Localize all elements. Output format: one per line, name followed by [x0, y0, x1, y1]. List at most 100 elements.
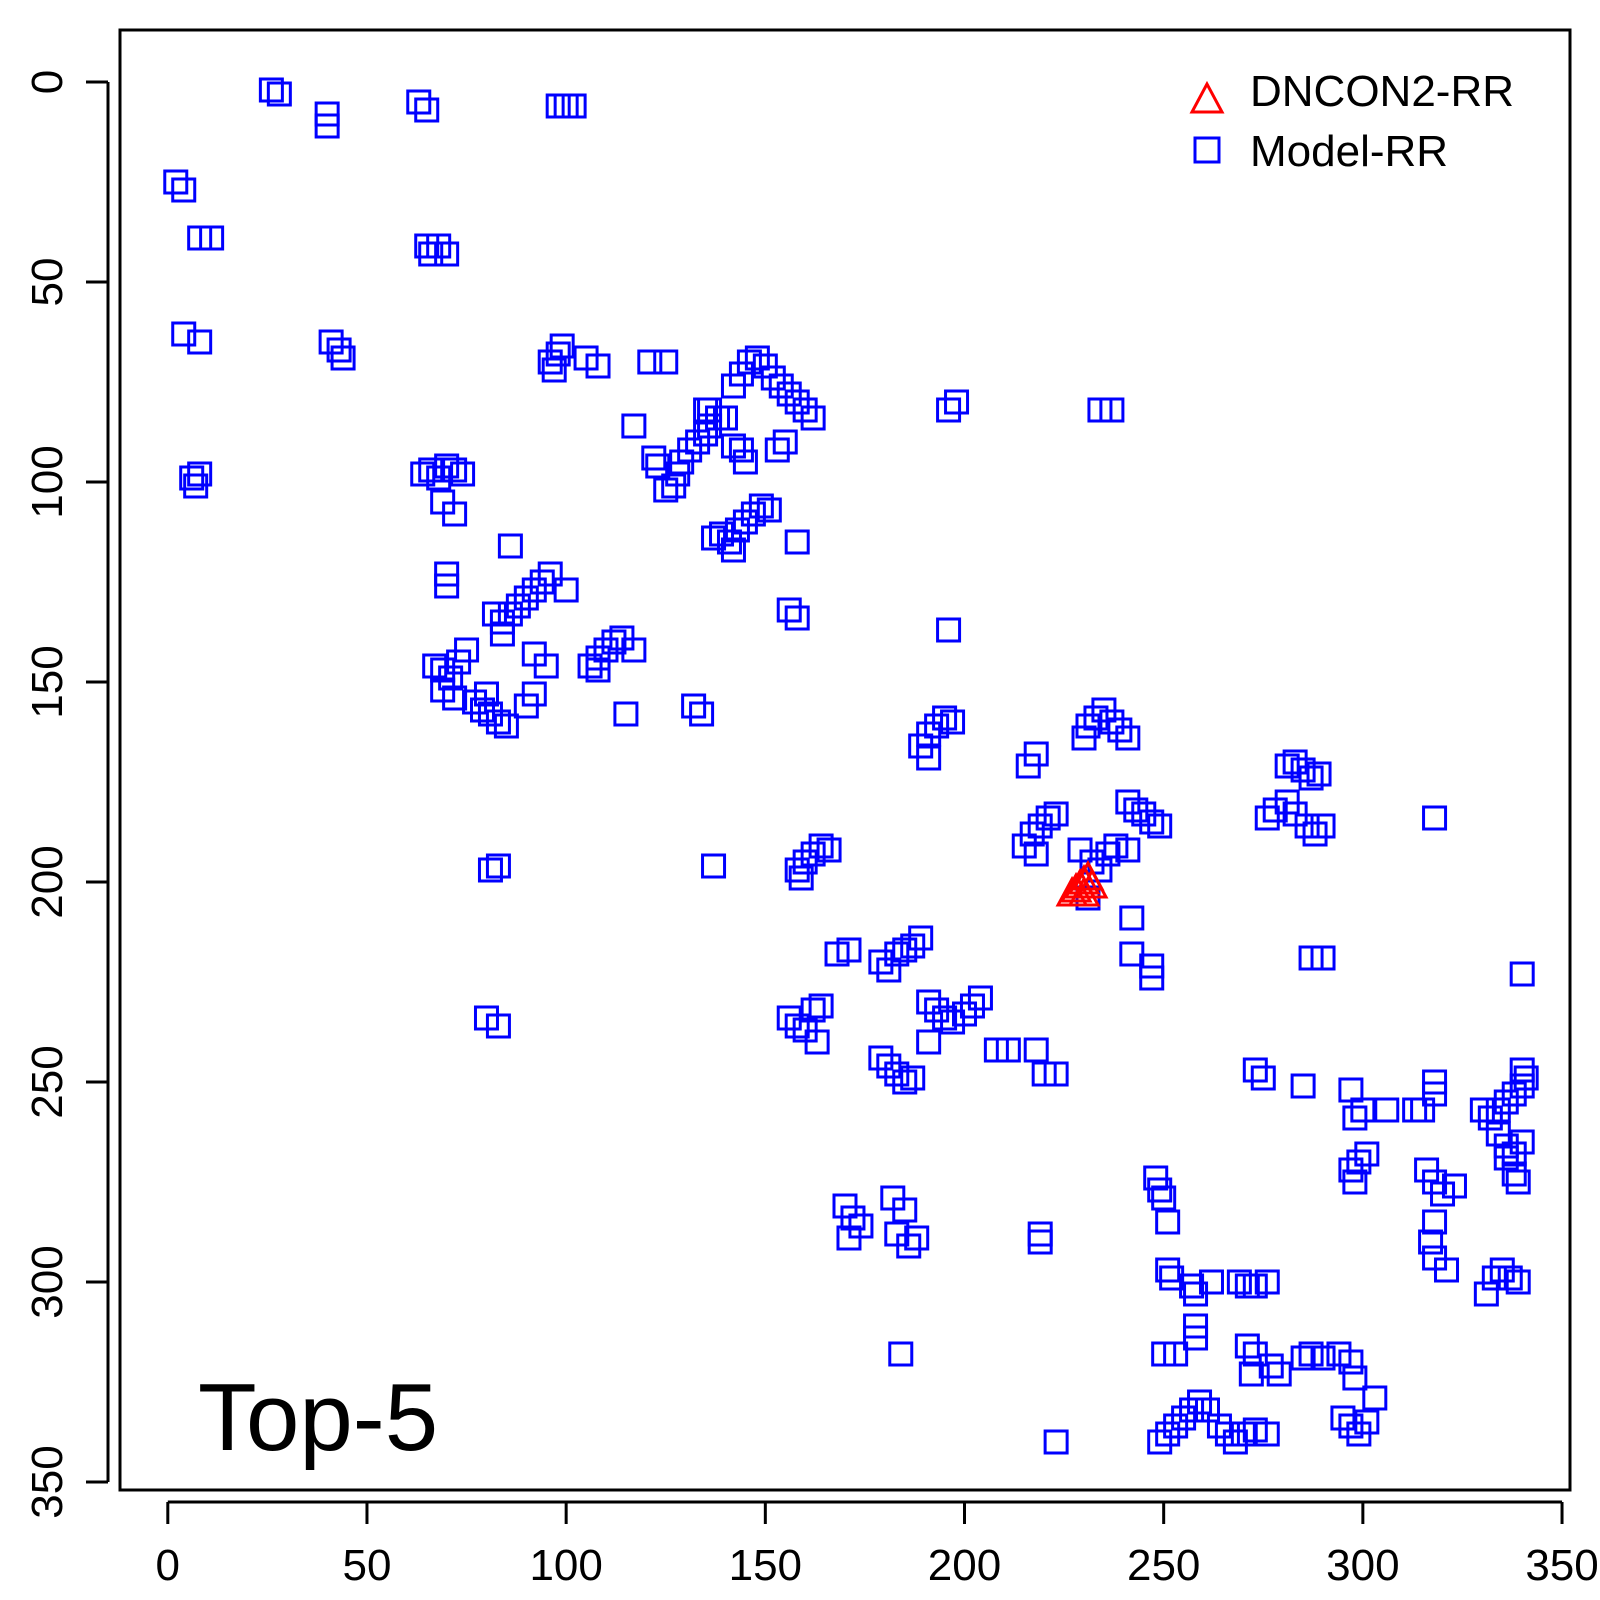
model-rr-point: [1509, 961, 1535, 987]
model-rr-point: [533, 653, 559, 679]
model-rr-point: [1095, 841, 1121, 867]
model-rr-point: [454, 637, 480, 663]
model-rr-point: [724, 517, 750, 543]
model-rr-point: [418, 241, 444, 267]
model-rr-point: [908, 925, 934, 951]
model-rr-point: [1163, 1413, 1189, 1439]
model-rr-point: [1023, 1037, 1049, 1063]
model-rr-point: [314, 113, 340, 139]
model-rr-point: [585, 353, 611, 379]
model-rr-point: [1155, 1209, 1181, 1235]
model-rr-point: [836, 1225, 862, 1251]
model-rr-point: [868, 949, 894, 975]
model-rr-point: [621, 637, 647, 663]
legend-triangle-icon: [1189, 80, 1225, 114]
model-rr-point: [1505, 1169, 1531, 1195]
model-rr-point: [1342, 1365, 1368, 1391]
x-tick-label: 200: [928, 1541, 1001, 1590]
dncon2-rr-point: [1067, 875, 1101, 907]
model-rr-point: [442, 457, 468, 483]
x-tick-label: 50: [343, 1541, 392, 1590]
model-rr-point: [1290, 1073, 1316, 1099]
legend: DNCON2-RR Model-RR: [1189, 67, 1514, 176]
model-rr-point: [900, 933, 926, 959]
model-rr-point: [995, 1037, 1021, 1063]
model-rr-point: [653, 477, 679, 503]
model-rr-point: [1330, 1405, 1356, 1431]
model-rr-point: [1119, 905, 1145, 931]
model-rr-point: [1027, 1229, 1053, 1255]
model-rr-point: [258, 77, 284, 103]
model-rr-point: [967, 985, 993, 1011]
x-tick-label: 150: [729, 1541, 802, 1590]
model-rr-point: [450, 461, 476, 487]
model-rr-point: [1485, 1097, 1511, 1123]
model-rr-point: [1115, 725, 1141, 751]
model-rr-point: [410, 461, 436, 487]
model-rr-point: [1362, 1385, 1388, 1411]
model-rr-point: [1410, 1097, 1436, 1123]
model-rr-point: [697, 397, 723, 423]
model-rr-point: [406, 89, 432, 115]
model-rr-point: [1147, 1429, 1173, 1455]
model-rr-point: [163, 169, 189, 195]
model-rr-point: [924, 713, 950, 739]
model-rr-point: [326, 337, 352, 363]
model-rr-point: [776, 597, 802, 623]
model-rr-point: [756, 497, 782, 523]
model-rr-point: [1513, 1065, 1539, 1091]
dncon2-rr-point: [1067, 863, 1101, 895]
model-rr-point: [1302, 821, 1328, 847]
model-rr-point: [1422, 805, 1448, 831]
model-rr-point: [712, 405, 738, 431]
model-rr-point: [868, 1045, 894, 1071]
model-rr-point: [736, 349, 762, 375]
model-rr-point: [884, 941, 910, 967]
model-rr-point: [936, 397, 962, 423]
model-rr-point: [1163, 1341, 1189, 1367]
model-rr-point: [732, 509, 758, 535]
chart-annotation: Top-5: [198, 1364, 438, 1471]
model-rr-point: [1306, 761, 1332, 787]
model-rr-point: [784, 605, 810, 631]
model-rr-point: [916, 721, 942, 747]
model-rr-point: [1159, 1265, 1185, 1291]
model-rr-point: [916, 1029, 942, 1055]
model-rr-point: [1509, 1073, 1535, 1099]
model-rr-point: [1481, 1265, 1507, 1291]
model-rr-point: [748, 493, 774, 519]
model-rr-point: [553, 577, 579, 603]
model-rr-point: [760, 365, 786, 391]
model-rr-point: [1310, 813, 1336, 839]
model-rr-point: [1139, 809, 1165, 835]
model-rr-point: [1346, 1149, 1372, 1175]
model-rr-point: [545, 341, 571, 367]
model-rr-point: [1338, 1413, 1364, 1439]
model-rr-point: [485, 709, 511, 735]
model-rr-point: [1501, 1161, 1527, 1187]
legend-label-dncon2: DNCON2-RR: [1250, 67, 1514, 116]
model-rr-point: [836, 937, 862, 963]
model-rr-point: [808, 833, 834, 859]
model-rr-point: [1226, 1269, 1252, 1295]
model-rr-point: [549, 333, 575, 359]
model-rr-point: [1509, 1057, 1535, 1083]
model-rr-point: [1342, 1105, 1368, 1131]
model-rr-point: [800, 405, 826, 431]
model-rr-point: [952, 1001, 978, 1027]
model-rr-point: [764, 437, 790, 463]
model-rr-point: [1469, 1097, 1495, 1123]
model-rr-point: [784, 529, 810, 555]
model-rr-point: [1493, 1145, 1519, 1171]
model-rr-point: [1374, 1097, 1400, 1123]
model-rr-point: [689, 701, 715, 727]
model-rr-point: [792, 397, 818, 423]
model-rr-point: [641, 445, 667, 471]
model-rr-point: [876, 957, 902, 983]
y-tick-label: 300: [23, 1245, 72, 1318]
model-rr-point: [1214, 1421, 1240, 1447]
model-rr-point: [426, 233, 452, 259]
legend-square-icon: [1193, 136, 1221, 164]
model-rr-point: [529, 569, 555, 595]
